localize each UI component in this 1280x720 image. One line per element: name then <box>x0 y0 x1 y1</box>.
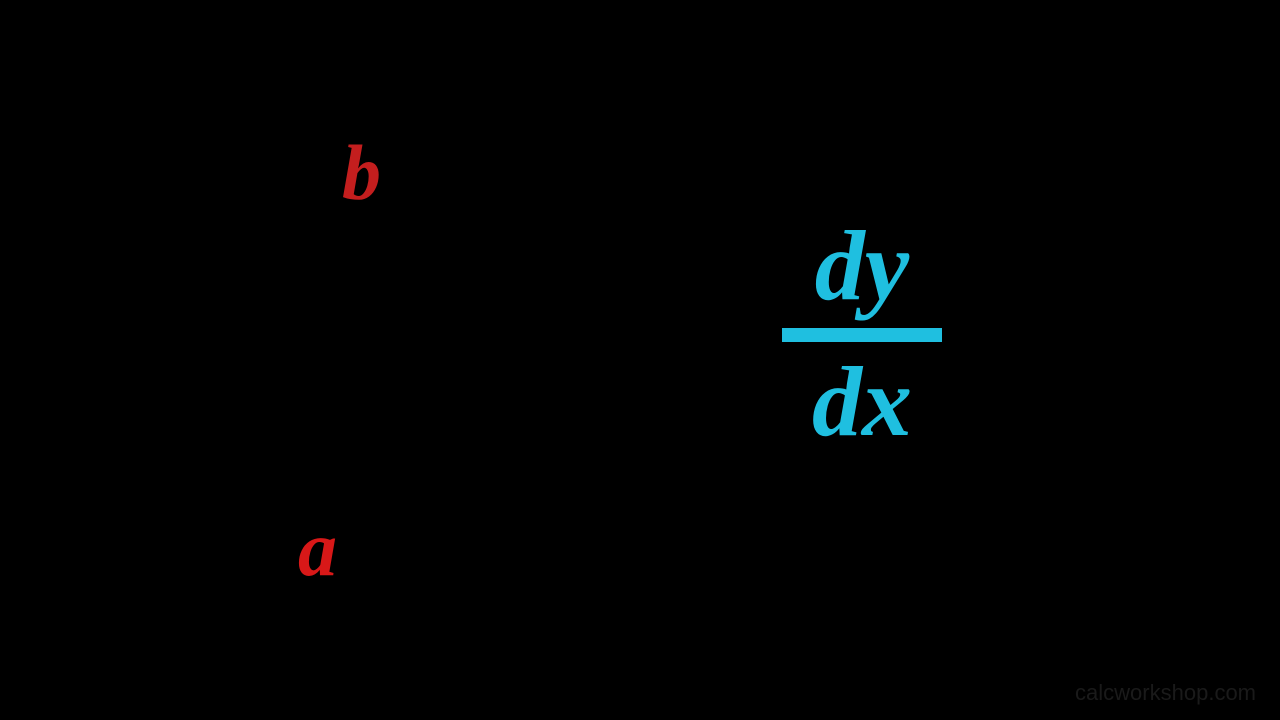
variable-a-label: a <box>298 504 337 594</box>
fraction-denominator: dx <box>812 342 912 452</box>
watermark-text: calcworkshop.com <box>1075 680 1256 706</box>
derivative-fraction: dy dx <box>782 216 942 452</box>
variable-b-label: b <box>342 128 381 218</box>
fraction-numerator: dy <box>815 216 909 328</box>
fraction-bar <box>782 328 942 342</box>
